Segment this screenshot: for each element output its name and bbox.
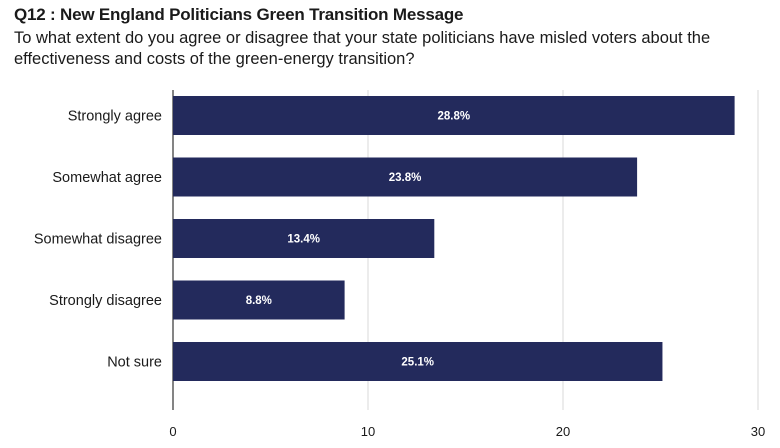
label-layer: 0 10 20 30 Strongly agree 28.8% Somewhat agree… bbox=[34, 109, 765, 440]
category-label: Somewhat disagree bbox=[34, 232, 162, 248]
category-label: Strongly agree bbox=[68, 109, 162, 125]
bar bbox=[173, 342, 663, 381]
x-tick-label: 20 bbox=[556, 424, 570, 439]
category-label: Strongly disagree bbox=[49, 293, 162, 309]
bar bbox=[173, 280, 345, 320]
x-tick-label: 0 bbox=[169, 424, 176, 439]
bar bbox=[173, 96, 735, 135]
bar-layer bbox=[173, 96, 735, 381]
x-tick-label: 30 bbox=[751, 424, 765, 439]
chart-subtitle: To what extent do you agree or disagree … bbox=[14, 29, 711, 68]
data-label: 23.8% bbox=[389, 172, 422, 184]
data-label: 8.8% bbox=[246, 295, 272, 307]
data-label: 13.4% bbox=[287, 234, 320, 246]
bar bbox=[173, 157, 638, 197]
data-label: 25.1% bbox=[401, 357, 434, 369]
bar bbox=[173, 219, 435, 258]
data-label: 28.8% bbox=[437, 111, 470, 123]
x-tick-label: 10 bbox=[361, 424, 375, 439]
category-label: Somewhat agree bbox=[52, 170, 162, 186]
chart-title: Q12 : New England Politicians Green Tran… bbox=[14, 5, 464, 24]
category-label: Not sure bbox=[107, 355, 162, 371]
